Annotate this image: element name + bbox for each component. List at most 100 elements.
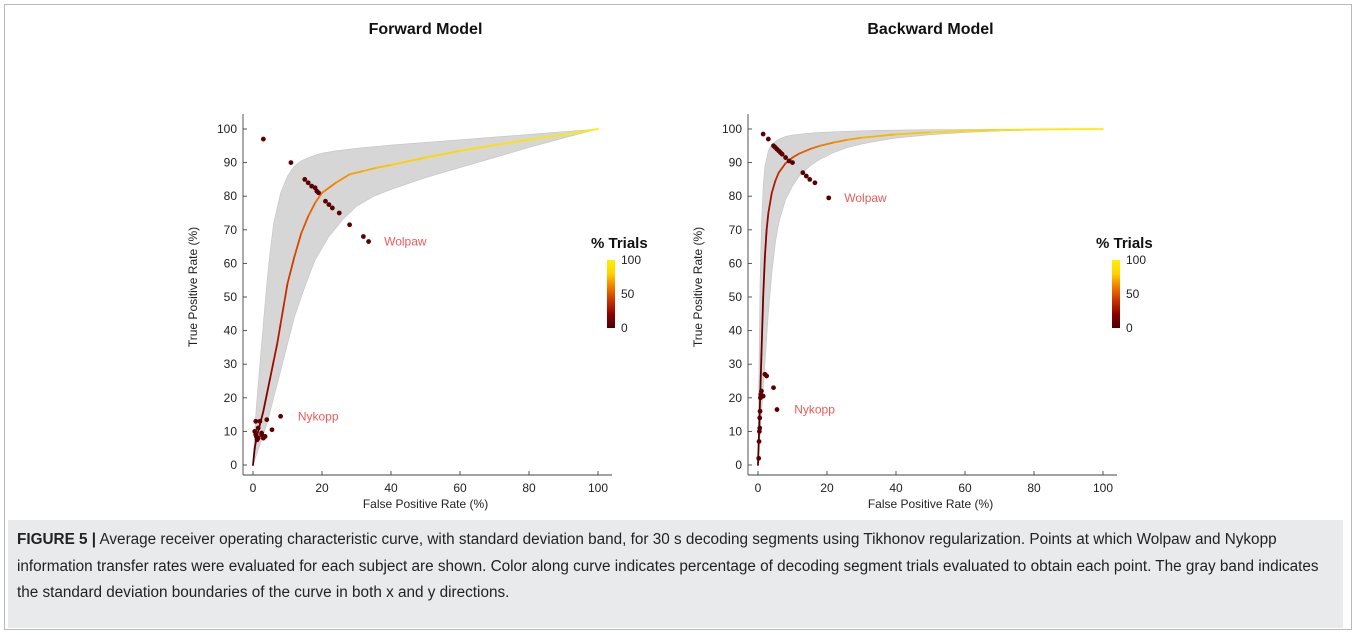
roc-curve-segment (293, 232, 303, 258)
roc-curve-segment (964, 129, 1001, 132)
y-tick-label: 100 (217, 122, 237, 136)
wolpaw-point (826, 195, 832, 201)
nykopp-point (255, 435, 261, 441)
wolpaw-point (765, 136, 771, 142)
colorbar-title: % Trials (591, 235, 648, 252)
y-tick-label: 40 (729, 324, 743, 338)
roc-curve-segment (493, 138, 530, 147)
y-tick-label: 0 (735, 458, 742, 472)
roc-curve-segment (307, 202, 317, 218)
nykopp-point (262, 434, 268, 439)
x-tick-label: 40 (889, 481, 903, 495)
roc-curve-segment (459, 144, 496, 152)
caption-label: FIGURE 5 | (17, 531, 97, 548)
nykopp-point (259, 430, 265, 436)
colorbar (607, 260, 615, 328)
annotation-nykopp: Nykopp (298, 409, 339, 423)
roc-curve-segment (376, 164, 392, 169)
wolpaw-point (807, 177, 813, 182)
roc-curve-segment (832, 138, 849, 144)
roc-curve-segment (252, 447, 256, 466)
roc-curve-segment (334, 173, 351, 184)
x-tick-label: 60 (453, 481, 467, 495)
wolpaw-point (302, 177, 308, 182)
x-tick-label: 80 (522, 481, 536, 495)
wolpaw-point (800, 170, 806, 176)
wolpaw-point (783, 155, 788, 160)
roc-curve-segment (798, 148, 811, 155)
y-tick-label: 10 (729, 424, 743, 438)
y-tick-label: 0 (230, 458, 237, 472)
colorbar-tick-label: 100 (621, 253, 641, 267)
roc-curve-segment (895, 131, 932, 136)
nykopp-point (756, 439, 762, 444)
roc-curve-segment (846, 136, 863, 141)
nykopp-point (757, 408, 763, 414)
annotation-wolpaw: Wolpaw (384, 235, 427, 249)
y-tick-label: 30 (729, 357, 743, 371)
x-tick-label: 80 (1027, 481, 1041, 495)
roc-curve-segment (269, 359, 275, 379)
roc-curve-segment (279, 302, 285, 325)
wolpaw-point (316, 190, 321, 196)
y-tick-label: 90 (729, 156, 743, 170)
x-tick-label: 0 (755, 481, 762, 495)
wolpaw-point (323, 198, 328, 204)
y-tick-label: 50 (224, 290, 238, 304)
wolpaw-point (803, 173, 809, 179)
nykopp-point (764, 373, 770, 379)
colorbar-tick-label: 50 (1126, 287, 1140, 301)
y-tick-label: 30 (224, 357, 238, 371)
colorbar-title: % Trials (1096, 235, 1153, 252)
y-tick-label: 40 (224, 324, 238, 338)
roc-curve-segment (764, 228, 768, 258)
x-tick-label: 20 (315, 481, 329, 495)
colorbar-tick-label: 0 (1126, 321, 1133, 335)
nykopp-point (759, 388, 764, 394)
forward-model-chart: Forward Model Wolpaw Nykopp 0 10 20 30 40 50 60 70… (186, 21, 648, 511)
y-tick-label: 70 (224, 223, 238, 237)
nykopp-point (257, 418, 263, 424)
y-tick-label: 70 (729, 223, 743, 237)
roc-curve-segment (762, 255, 766, 298)
y-tick-label: 50 (729, 290, 743, 304)
colorbar-tick-label: 100 (1126, 253, 1146, 267)
wolpaw-point (347, 222, 352, 228)
roc-curve-segment (272, 343, 279, 362)
roc-curve-segment (348, 170, 365, 176)
x-tick-label: 40 (384, 481, 398, 495)
roc-curve-segment (424, 149, 461, 159)
roc-curve-segment (819, 141, 835, 147)
x-tick-label: 20 (820, 481, 834, 495)
y-axis-label: True Positive Rate (%) (691, 227, 705, 347)
x-tick-label: 100 (588, 481, 608, 495)
y-tick-label: 80 (224, 189, 238, 203)
wolpaw-point (288, 160, 294, 166)
roc-curve-segment (314, 191, 323, 204)
wolpaw-point (326, 202, 332, 208)
wolpaw-point (305, 180, 311, 186)
annotation-wolpaw: Wolpaw (844, 191, 887, 205)
roc-curve-segment (929, 130, 966, 134)
roc-curve-segment (767, 191, 773, 214)
colorbar (1112, 260, 1120, 328)
caption-text: Average receiver operating characteristi… (17, 531, 1319, 601)
y-tick-label: 20 (224, 391, 238, 405)
roc-curve-segment (860, 133, 897, 139)
roc-curve-segment (300, 215, 310, 235)
nykopp-point (269, 427, 275, 433)
wolpaw-point (260, 136, 266, 142)
nykopp-point (255, 425, 261, 431)
roc-curve-segment (998, 128, 1035, 131)
roc-curve-segment (286, 255, 296, 285)
wolpaw-point (361, 234, 366, 239)
roc-curve-segment (760, 296, 765, 356)
x-axis-label: False Positive Rate (%) (363, 497, 488, 511)
nykopp-point (278, 413, 283, 419)
figure-caption: FIGURE 5 | Average receiver operating ch… (8, 520, 1343, 628)
wolpaw-point (336, 210, 342, 216)
y-tick-label: 90 (224, 156, 238, 170)
backward-model-chart: Backward Model Wolpaw Nykopp 0 10 20 30 40 50 60 7… (691, 21, 1153, 511)
wolpaw-point (779, 151, 785, 157)
roc-curve-segment (265, 376, 272, 396)
